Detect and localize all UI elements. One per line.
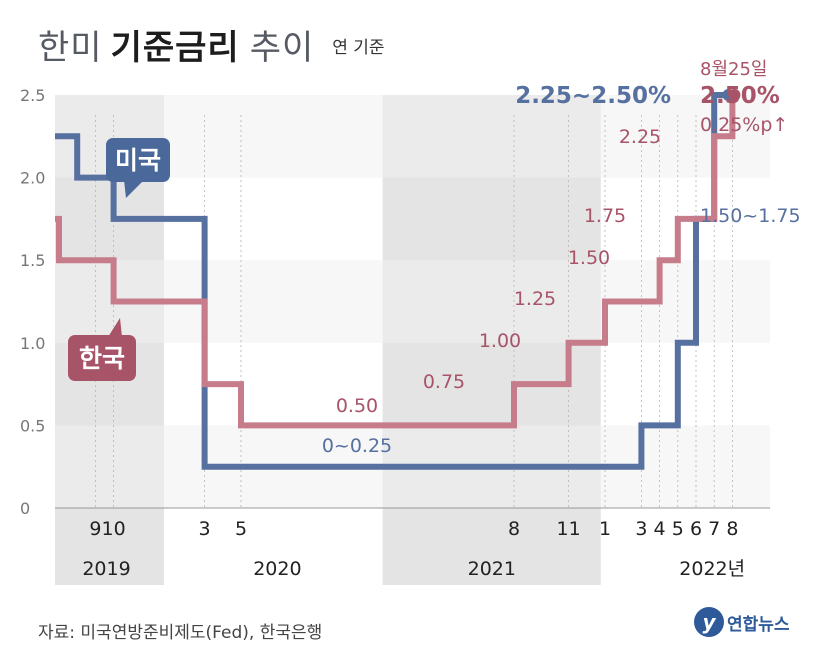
- y-tick-label: 0.5: [20, 416, 45, 435]
- korea-rate-label: 2.25: [619, 126, 661, 148]
- month-tick-label: 4: [654, 518, 666, 540]
- month-tick-label: 9: [89, 518, 101, 540]
- y-tick-label: 1.0: [20, 334, 45, 353]
- korea-rate-label: 1.00: [479, 330, 521, 352]
- korea-change-label: 0.25%p↑: [700, 114, 788, 136]
- korea-rate-line: [55, 95, 736, 429]
- y-tick-label: 1.5: [20, 251, 45, 270]
- korea-callout: 한국: [68, 318, 136, 381]
- month-tick-label: 1: [599, 518, 611, 540]
- month-tick-label: 10: [102, 518, 126, 540]
- month-tick-label: 5: [235, 518, 247, 540]
- korea-callout-box: [68, 335, 136, 381]
- y-tick-label: 2.5: [20, 86, 45, 105]
- korea-rate-label: 1.25: [514, 288, 556, 310]
- us-callout: 미국: [106, 138, 170, 198]
- month-tick-label: 8: [726, 518, 738, 540]
- logo-text: 연합뉴스: [727, 614, 790, 635]
- korea-rate-label: 0.50: [336, 395, 378, 417]
- korea-rate-label: 0.75: [423, 371, 465, 393]
- year-label: 2020: [253, 558, 301, 580]
- month-tick-label: 5: [672, 518, 684, 540]
- month-tick-label: 7: [708, 518, 720, 540]
- yonhap-logo: y 연합뉴스: [694, 607, 790, 641]
- korea-callout-tail: [108, 318, 122, 337]
- month-tick-label: 3: [199, 518, 211, 540]
- korea-series-label: 한국: [79, 344, 125, 373]
- y-tick-label: 2.0: [20, 169, 45, 188]
- y-tick-label: 0: [20, 499, 30, 518]
- chart-title: 한미 기준금리 추이 연 기준: [38, 20, 385, 69]
- unit-label: 연 기준: [332, 38, 385, 58]
- korea-date-label: 8월25일: [700, 59, 767, 80]
- logo-mark: y: [694, 607, 724, 637]
- month-tick-label: 11: [557, 518, 581, 540]
- us-callout-box: [106, 138, 170, 182]
- us-latest-label: 2.25~2.50%: [515, 83, 671, 109]
- us-series-label: 미국: [115, 146, 161, 175]
- korea-latest-label: 2.50%: [700, 83, 780, 109]
- month-tick-label: 6: [690, 518, 702, 540]
- us-rate-label: 0~0.25: [322, 435, 392, 457]
- title-part1: 한미: [38, 28, 103, 68]
- korea-end-dot: [728, 89, 741, 101]
- korea-rate-label: 1.75: [584, 205, 626, 227]
- month-tick-label: 8: [508, 518, 520, 540]
- title-part2: 추이: [249, 28, 315, 68]
- source-note: 자료: 미국연방준비제도(Fed), 한국은행: [38, 623, 323, 643]
- year-label: 2021: [468, 558, 516, 580]
- month-tick-label: 3: [635, 518, 647, 540]
- us-callout-tail: [124, 180, 144, 198]
- year-label: 2019: [82, 558, 130, 580]
- title-bold: 기준금리: [110, 28, 240, 68]
- korea-rate-label: 1.50: [568, 247, 610, 269]
- year-label: 2022년: [679, 558, 745, 580]
- us-rate-label: 1.50~1.75: [700, 205, 801, 227]
- grid-band: [55, 95, 770, 178]
